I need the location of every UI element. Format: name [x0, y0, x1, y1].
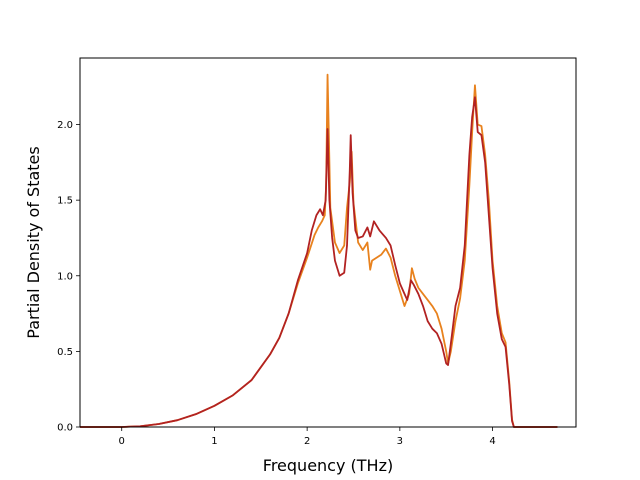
y-tick-label: 2.0 — [57, 120, 73, 131]
y-tick-label: 0.5 — [57, 347, 73, 358]
series-line-2 — [80, 96, 558, 428]
x-tick-label: 1 — [211, 436, 217, 447]
plot-frame — [79, 57, 577, 428]
x-tick-label: 4 — [489, 436, 495, 447]
y-tick-label: 0.0 — [57, 423, 73, 434]
series-line-1 — [80, 73, 558, 428]
y-axis-label: Partial Density of States — [24, 146, 43, 338]
x-axis-label: Frequency (THz) — [263, 456, 393, 475]
x-axis-ticks: 0 1 2 3 4 — [119, 427, 496, 447]
x-tick-label: 3 — [397, 436, 403, 447]
x-tick-label: 0 — [119, 436, 125, 447]
plot-lines — [80, 73, 558, 428]
y-tick-label: 1.0 — [57, 271, 73, 282]
x-tick-label: 2 — [304, 436, 310, 447]
y-tick-label: 1.5 — [57, 196, 73, 207]
y-axis-ticks: 0.0 0.5 1.0 1.5 2.0 — [57, 120, 80, 434]
